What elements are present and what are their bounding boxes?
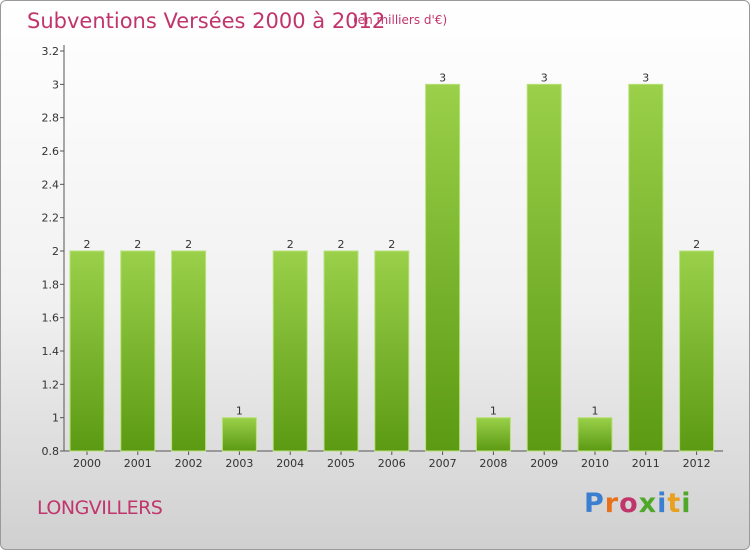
chart-labels: 0.8 1 1.2 1.4 1.6 1.8 2 2.2 2.4 2.6 2.8 3 3.2 2000 2 20… <box>42 45 711 470</box>
y-tick-label: 2.6 <box>42 145 60 158</box>
chart-title: Subventions Versées 2000 à 2012 <box>27 9 386 33</box>
bar-2006 <box>374 250 410 452</box>
y-tick-label: 2 <box>52 245 59 258</box>
y-tick-label: 3 <box>52 78 59 91</box>
x-tick-label: 2004 <box>276 457 304 470</box>
data-label: 1 <box>490 405 497 418</box>
x-tick-label: 2009 <box>530 457 558 470</box>
logo-letter: x <box>638 488 658 519</box>
bar-2007 <box>425 83 461 452</box>
y-tick-label: 1.2 <box>42 378 60 391</box>
data-label: 3 <box>541 71 548 84</box>
bar-2009 <box>526 83 562 452</box>
x-tick-label: 2003 <box>225 457 253 470</box>
data-label: 2 <box>185 238 192 251</box>
data-label: 1 <box>592 405 599 418</box>
data-label: 3 <box>642 71 649 84</box>
x-tick-label: 2000 <box>73 457 101 470</box>
bar-2004 <box>272 250 308 452</box>
data-label: 3 <box>439 71 446 84</box>
y-tick-label: 2.4 <box>42 178 60 191</box>
y-tick-label: 1 <box>52 412 59 425</box>
y-tick-label: 0.8 <box>42 445 60 458</box>
data-label: 1 <box>236 405 243 418</box>
y-tick-label: 1.8 <box>42 278 60 291</box>
y-tick-label: 1.4 <box>42 345 60 358</box>
x-tick-label: 2008 <box>479 457 507 470</box>
logo-letter: i <box>657 488 668 519</box>
y-tick-label: 2.8 <box>42 112 60 125</box>
logo-letter: r <box>604 488 620 519</box>
x-tick-label: 2011 <box>632 457 660 470</box>
chart-unit-note: (en milliers d'€) <box>353 13 448 27</box>
data-label: 2 <box>287 238 294 251</box>
bar-2010 <box>577 417 613 452</box>
bar-2002 <box>171 250 207 452</box>
x-tick-label: 2001 <box>124 457 152 470</box>
data-label: 2 <box>338 238 345 251</box>
bar-2001 <box>120 250 156 452</box>
logo-letter: P <box>584 488 605 519</box>
x-tick-label: 2006 <box>378 457 406 470</box>
chart-bars <box>69 83 715 452</box>
bar-2003 <box>221 417 257 452</box>
x-tick-label: 2005 <box>327 457 355 470</box>
bar-2005 <box>323 250 359 452</box>
x-tick-label: 2007 <box>429 457 457 470</box>
commune-name: LONGVILLERS <box>37 497 163 519</box>
y-tick-label: 3.2 <box>42 45 60 58</box>
bar-2000 <box>69 250 105 452</box>
x-tick-label: 2012 <box>683 457 711 470</box>
data-label: 2 <box>693 238 700 251</box>
logo-letter: t <box>667 488 682 519</box>
y-tick-label: 1.6 <box>42 312 60 325</box>
proxiti-logo[interactable]: Proxiti <box>584 488 692 519</box>
y-tick-label: 2.2 <box>42 212 60 225</box>
x-tick-label: 2002 <box>175 457 203 470</box>
data-label: 2 <box>84 238 91 251</box>
bar-2008 <box>475 417 511 452</box>
data-label: 2 <box>134 238 141 251</box>
logo-letter: i <box>681 488 692 519</box>
data-label: 2 <box>388 238 395 251</box>
logo-letter: o <box>619 488 639 519</box>
bar-2011 <box>628 83 664 452</box>
bar-2012 <box>679 250 715 452</box>
x-tick-label: 2010 <box>581 457 609 470</box>
